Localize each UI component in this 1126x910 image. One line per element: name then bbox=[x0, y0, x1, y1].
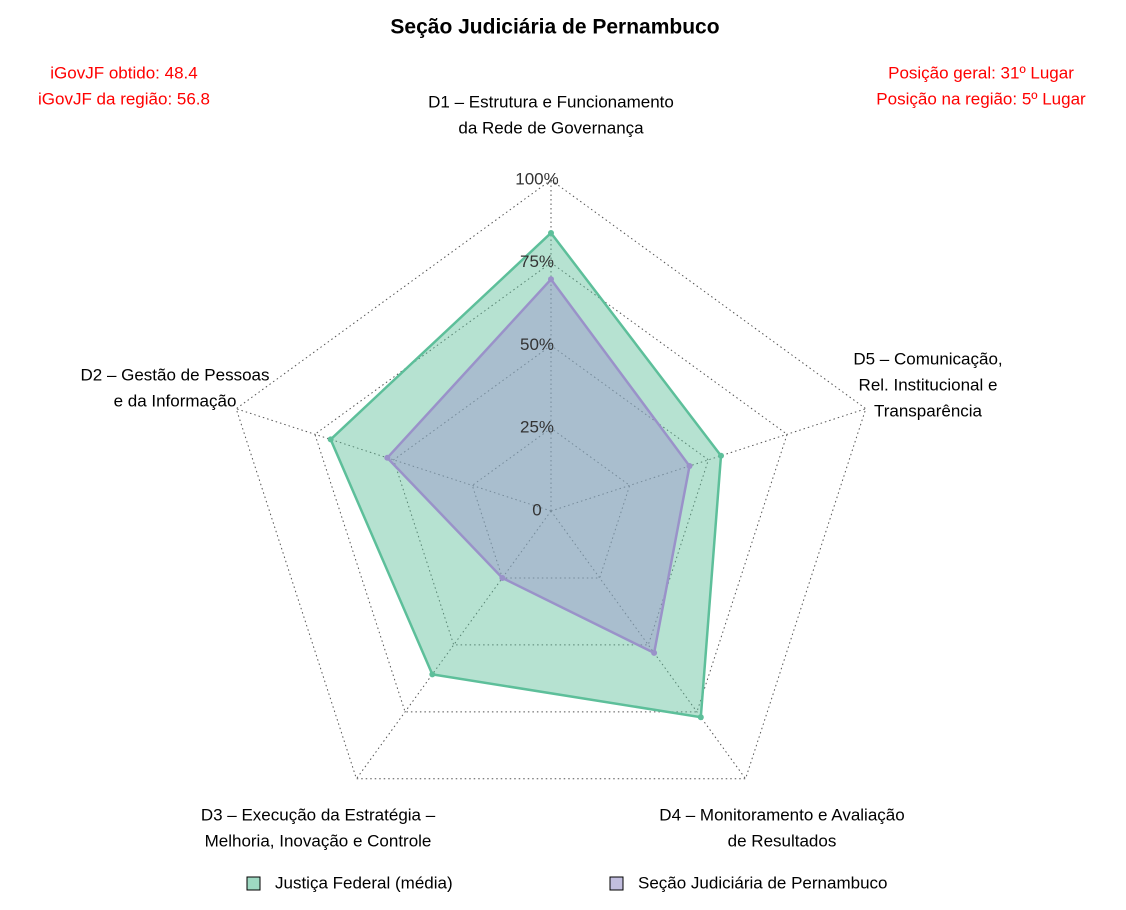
data-point bbox=[327, 436, 334, 443]
data-point bbox=[499, 574, 506, 581]
annotation: iGovJF obtido: 48.4 bbox=[50, 63, 197, 82]
legend-swatch bbox=[609, 876, 624, 891]
axis-spoke bbox=[550, 510, 746, 780]
data-point bbox=[651, 649, 658, 656]
axis-label: Melhoria, Inovação e Controle bbox=[205, 831, 432, 850]
data-point bbox=[717, 452, 724, 459]
tick-label: 100% bbox=[515, 169, 558, 188]
series-area bbox=[329, 231, 723, 719]
axis-label: D5 – Comunicação, bbox=[853, 349, 1002, 368]
grid-line bbox=[393, 344, 709, 646]
axis-label: Transparência bbox=[874, 401, 983, 420]
axis-spoke bbox=[236, 408, 552, 512]
tick-label: 50% bbox=[520, 335, 554, 354]
axis-label: e da Informação bbox=[114, 391, 237, 410]
axis-label: D1 – Estrutura e Funcionamento bbox=[428, 92, 674, 111]
legend-label: Seção Judiciária de Pernambuco bbox=[638, 873, 887, 892]
chart-title: Seção Judiciária de Pernambuco bbox=[390, 16, 719, 39]
grid-line bbox=[471, 427, 631, 579]
axis-label: D3 – Execução da Estratégia – bbox=[201, 805, 436, 824]
annotation: Posição na região: 5º Lugar bbox=[876, 89, 1086, 108]
axis-label: de Resultados bbox=[728, 831, 837, 850]
axis-label: D4 – Monitoramento e Avaliação bbox=[659, 805, 904, 824]
tick-label: 0 bbox=[532, 500, 541, 519]
grid-line bbox=[235, 179, 867, 780]
data-point bbox=[384, 454, 391, 461]
data-point bbox=[429, 671, 436, 678]
tick-label: 75% bbox=[520, 252, 554, 271]
data-point bbox=[548, 276, 554, 283]
axis-spoke bbox=[356, 510, 552, 780]
series-area bbox=[385, 277, 691, 655]
data-point bbox=[686, 462, 693, 469]
axis-label: da Rede de Governança bbox=[458, 118, 644, 137]
axis-label: Rel. Institucional e bbox=[859, 375, 998, 394]
annotation: iGovJF da região: 56.8 bbox=[38, 89, 210, 108]
grid-line bbox=[314, 262, 788, 713]
tick-label: 25% bbox=[520, 418, 554, 437]
axis-label: D2 – Gestão de Pessoas bbox=[80, 365, 269, 384]
data-point bbox=[697, 714, 704, 721]
axis-spoke bbox=[550, 408, 866, 512]
annotation: Posição geral: 31º Lugar bbox=[888, 63, 1074, 82]
legend-swatch bbox=[246, 876, 261, 891]
legend-label: Justiça Federal (média) bbox=[275, 873, 453, 892]
data-point bbox=[548, 229, 554, 236]
